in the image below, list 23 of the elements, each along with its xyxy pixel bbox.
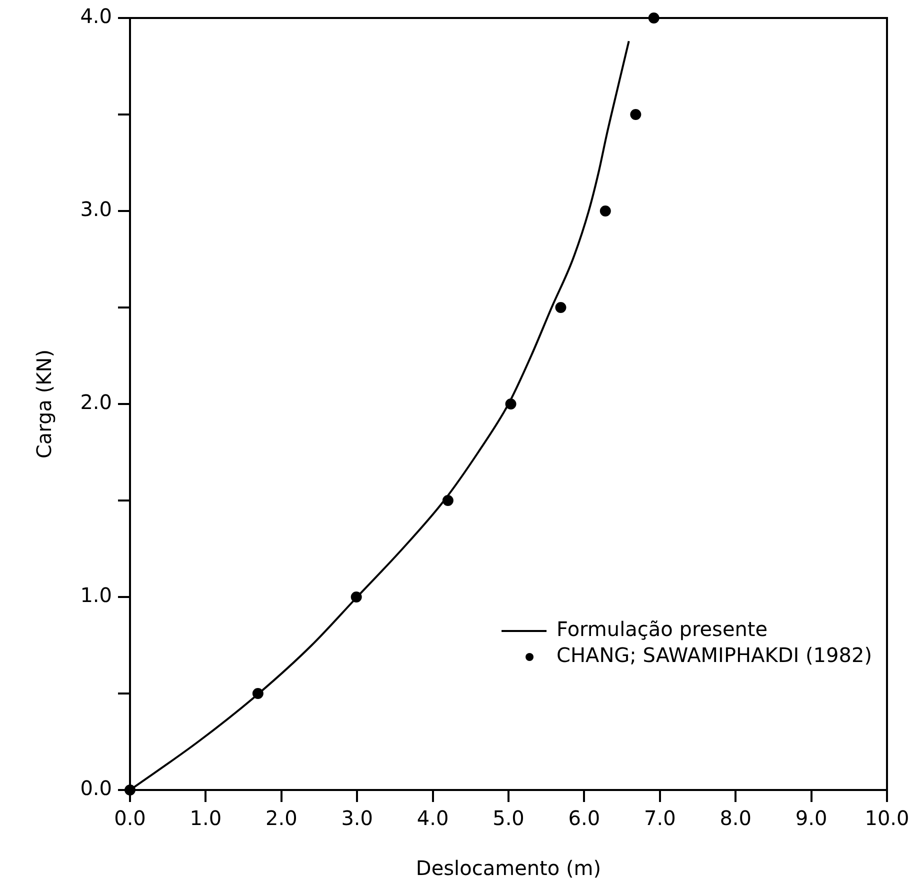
x-tick-label: 10.0	[864, 806, 910, 830]
point	[630, 109, 642, 120]
y-tick-label: 2.0	[80, 390, 112, 414]
y-tick-label: 0.0	[80, 776, 112, 800]
point	[600, 206, 611, 216]
x-axis-title: Deslocamento (m)	[416, 856, 602, 880]
x-tick-label: 4.0	[416, 806, 449, 830]
x-tick-label: 0.0	[114, 806, 146, 830]
point	[555, 302, 566, 313]
x-tick-label: 8.0	[720, 806, 752, 830]
legend-label: Formulação presente	[556, 617, 768, 642]
legend-label: CHANG; SAWAMIPHAKDI (1982)	[556, 643, 872, 668]
x-tick-label: 6.0	[568, 806, 600, 830]
y-tick-label: 4.0	[80, 4, 112, 28]
x-tick-label: 7.0	[644, 806, 676, 830]
x-tick-label: 5.0	[492, 806, 524, 830]
x-tick-label: 3.0	[341, 806, 374, 830]
y-tick-label: 1.0	[80, 583, 112, 608]
x-tick-label: 1.0	[190, 806, 222, 830]
y-axis-title: Carga (KN)	[32, 349, 56, 459]
x-tick-label: 2.0	[265, 806, 298, 830]
x-tick-label: 9.0	[795, 806, 828, 830]
y-tick-label: 3.0	[80, 197, 112, 222]
